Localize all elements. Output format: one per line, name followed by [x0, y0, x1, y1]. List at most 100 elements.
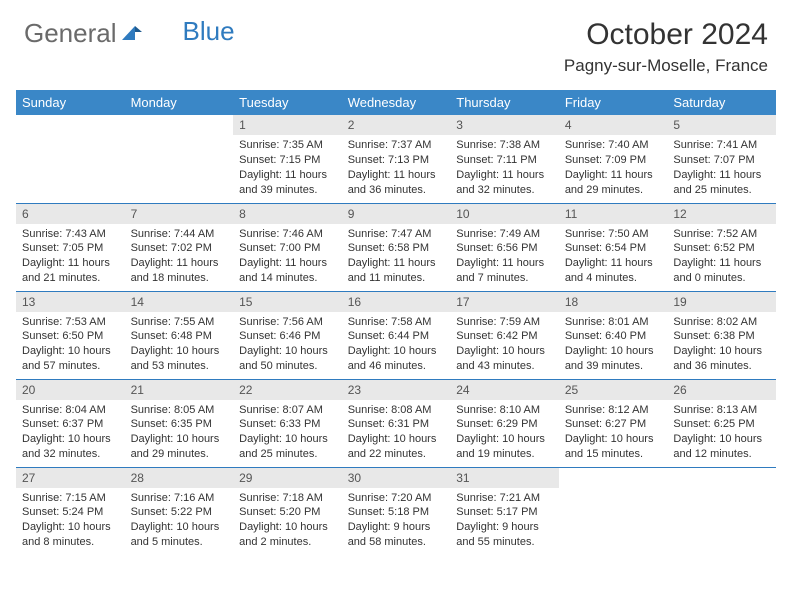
calendar-row: 20Sunrise: 8:04 AMSunset: 6:37 PMDayligh…: [16, 379, 776, 467]
weekday-header: Saturday: [667, 90, 776, 115]
daylight-text: Daylight: 10 hours and 53 minutes.: [131, 344, 228, 374]
sunset-text: Sunset: 5:17 PM: [456, 505, 553, 520]
sunset-text: Sunset: 6:58 PM: [348, 241, 445, 256]
day-number: 1: [233, 115, 342, 135]
day-details: Sunrise: 7:35 AMSunset: 7:15 PMDaylight:…: [233, 135, 342, 201]
sunrise-text: Sunrise: 7:40 AM: [565, 138, 662, 153]
sunset-text: Sunset: 6:33 PM: [239, 417, 336, 432]
sunrise-text: Sunrise: 7:37 AM: [348, 138, 445, 153]
weekday-header: Thursday: [450, 90, 559, 115]
sunset-text: Sunset: 7:07 PM: [673, 153, 770, 168]
sunset-text: Sunset: 7:02 PM: [131, 241, 228, 256]
day-number: 7: [125, 204, 234, 224]
calendar-row: 1Sunrise: 7:35 AMSunset: 7:15 PMDaylight…: [16, 115, 776, 203]
weekday-header: Friday: [559, 90, 668, 115]
sunset-text: Sunset: 6:42 PM: [456, 329, 553, 344]
sunrise-text: Sunrise: 8:07 AM: [239, 403, 336, 418]
calendar-cell: 11Sunrise: 7:50 AMSunset: 6:54 PMDayligh…: [559, 203, 668, 291]
sunrise-text: Sunrise: 8:08 AM: [348, 403, 445, 418]
daylight-text: Daylight: 11 hours and 7 minutes.: [456, 256, 553, 286]
sunrise-text: Sunrise: 7:18 AM: [239, 491, 336, 506]
sunrise-text: Sunrise: 8:04 AM: [22, 403, 119, 418]
sunset-text: Sunset: 5:24 PM: [22, 505, 119, 520]
sunset-text: Sunset: 6:27 PM: [565, 417, 662, 432]
day-details: Sunrise: 8:04 AMSunset: 6:37 PMDaylight:…: [16, 400, 125, 466]
calendar-cell: 12Sunrise: 7:52 AMSunset: 6:52 PMDayligh…: [667, 203, 776, 291]
calendar-cell: 22Sunrise: 8:07 AMSunset: 6:33 PMDayligh…: [233, 379, 342, 467]
calendar-cell: 30Sunrise: 7:20 AMSunset: 5:18 PMDayligh…: [342, 467, 451, 555]
calendar-cell: 14Sunrise: 7:55 AMSunset: 6:48 PMDayligh…: [125, 291, 234, 379]
calendar-cell: 4Sunrise: 7:40 AMSunset: 7:09 PMDaylight…: [559, 115, 668, 203]
day-details: Sunrise: 8:02 AMSunset: 6:38 PMDaylight:…: [667, 312, 776, 378]
daylight-text: Daylight: 10 hours and 8 minutes.: [22, 520, 119, 550]
day-details: Sunrise: 7:53 AMSunset: 6:50 PMDaylight:…: [16, 312, 125, 378]
daylight-text: Daylight: 10 hours and 46 minutes.: [348, 344, 445, 374]
calendar-cell: 25Sunrise: 8:12 AMSunset: 6:27 PMDayligh…: [559, 379, 668, 467]
day-details: Sunrise: 7:37 AMSunset: 7:13 PMDaylight:…: [342, 135, 451, 201]
sunset-text: Sunset: 7:09 PM: [565, 153, 662, 168]
daylight-text: Daylight: 11 hours and 21 minutes.: [22, 256, 119, 286]
sunset-text: Sunset: 6:38 PM: [673, 329, 770, 344]
day-number: 9: [342, 204, 451, 224]
day-number: 2: [342, 115, 451, 135]
sunrise-text: Sunrise: 8:02 AM: [673, 315, 770, 330]
daylight-text: Daylight: 11 hours and 4 minutes.: [565, 256, 662, 286]
day-details: Sunrise: 7:38 AMSunset: 7:11 PMDaylight:…: [450, 135, 559, 201]
logo-text-blue: Blue: [183, 16, 235, 47]
sunset-text: Sunset: 6:46 PM: [239, 329, 336, 344]
daylight-text: Daylight: 10 hours and 36 minutes.: [673, 344, 770, 374]
calendar-cell: 10Sunrise: 7:49 AMSunset: 6:56 PMDayligh…: [450, 203, 559, 291]
day-details: Sunrise: 8:05 AMSunset: 6:35 PMDaylight:…: [125, 400, 234, 466]
sunrise-text: Sunrise: 7:56 AM: [239, 315, 336, 330]
day-number: 25: [559, 380, 668, 400]
weekday-header: Wednesday: [342, 90, 451, 115]
sunset-text: Sunset: 6:25 PM: [673, 417, 770, 432]
day-details: Sunrise: 7:44 AMSunset: 7:02 PMDaylight:…: [125, 224, 234, 290]
sunrise-text: Sunrise: 7:46 AM: [239, 227, 336, 242]
day-details: Sunrise: 8:12 AMSunset: 6:27 PMDaylight:…: [559, 400, 668, 466]
sunrise-text: Sunrise: 7:38 AM: [456, 138, 553, 153]
day-number: 14: [125, 292, 234, 312]
day-details: Sunrise: 7:55 AMSunset: 6:48 PMDaylight:…: [125, 312, 234, 378]
day-number: 3: [450, 115, 559, 135]
sunset-text: Sunset: 6:54 PM: [565, 241, 662, 256]
day-details: Sunrise: 7:40 AMSunset: 7:09 PMDaylight:…: [559, 135, 668, 201]
day-details: Sunrise: 7:56 AMSunset: 6:46 PMDaylight:…: [233, 312, 342, 378]
calendar-cell: 21Sunrise: 8:05 AMSunset: 6:35 PMDayligh…: [125, 379, 234, 467]
daylight-text: Daylight: 10 hours and 50 minutes.: [239, 344, 336, 374]
day-details: Sunrise: 7:59 AMSunset: 6:42 PMDaylight:…: [450, 312, 559, 378]
day-details: Sunrise: 8:10 AMSunset: 6:29 PMDaylight:…: [450, 400, 559, 466]
sunrise-text: Sunrise: 7:58 AM: [348, 315, 445, 330]
sunrise-text: Sunrise: 8:10 AM: [456, 403, 553, 418]
calendar-cell: 29Sunrise: 7:18 AMSunset: 5:20 PMDayligh…: [233, 467, 342, 555]
sunrise-text: Sunrise: 7:20 AM: [348, 491, 445, 506]
calendar-cell: 18Sunrise: 8:01 AMSunset: 6:40 PMDayligh…: [559, 291, 668, 379]
day-details: Sunrise: 8:13 AMSunset: 6:25 PMDaylight:…: [667, 400, 776, 466]
daylight-text: Daylight: 9 hours and 58 minutes.: [348, 520, 445, 550]
calendar-cell: 20Sunrise: 8:04 AMSunset: 6:37 PMDayligh…: [16, 379, 125, 467]
day-details: Sunrise: 7:52 AMSunset: 6:52 PMDaylight:…: [667, 224, 776, 290]
day-number: 20: [16, 380, 125, 400]
day-number: 11: [559, 204, 668, 224]
daylight-text: Daylight: 11 hours and 36 minutes.: [348, 168, 445, 198]
weekday-header: Monday: [125, 90, 234, 115]
sunrise-text: Sunrise: 7:44 AM: [131, 227, 228, 242]
sunrise-text: Sunrise: 8:13 AM: [673, 403, 770, 418]
calendar-cell: 27Sunrise: 7:15 AMSunset: 5:24 PMDayligh…: [16, 467, 125, 555]
daylight-text: Daylight: 10 hours and 25 minutes.: [239, 432, 336, 462]
sunset-text: Sunset: 6:37 PM: [22, 417, 119, 432]
calendar-row: 27Sunrise: 7:15 AMSunset: 5:24 PMDayligh…: [16, 467, 776, 555]
sunrise-text: Sunrise: 7:21 AM: [456, 491, 553, 506]
title-block: October 2024 Pagny-sur-Moselle, France: [564, 18, 768, 76]
calendar-cell: 24Sunrise: 8:10 AMSunset: 6:29 PMDayligh…: [450, 379, 559, 467]
logo-icon: [121, 18, 143, 49]
sunset-text: Sunset: 5:20 PM: [239, 505, 336, 520]
calendar-table: Sunday Monday Tuesday Wednesday Thursday…: [16, 90, 776, 555]
sunset-text: Sunset: 7:15 PM: [239, 153, 336, 168]
day-number: 6: [16, 204, 125, 224]
calendar-cell: 1Sunrise: 7:35 AMSunset: 7:15 PMDaylight…: [233, 115, 342, 203]
weekday-header: Sunday: [16, 90, 125, 115]
day-number: 8: [233, 204, 342, 224]
calendar-cell: 3Sunrise: 7:38 AMSunset: 7:11 PMDaylight…: [450, 115, 559, 203]
daylight-text: Daylight: 10 hours and 12 minutes.: [673, 432, 770, 462]
